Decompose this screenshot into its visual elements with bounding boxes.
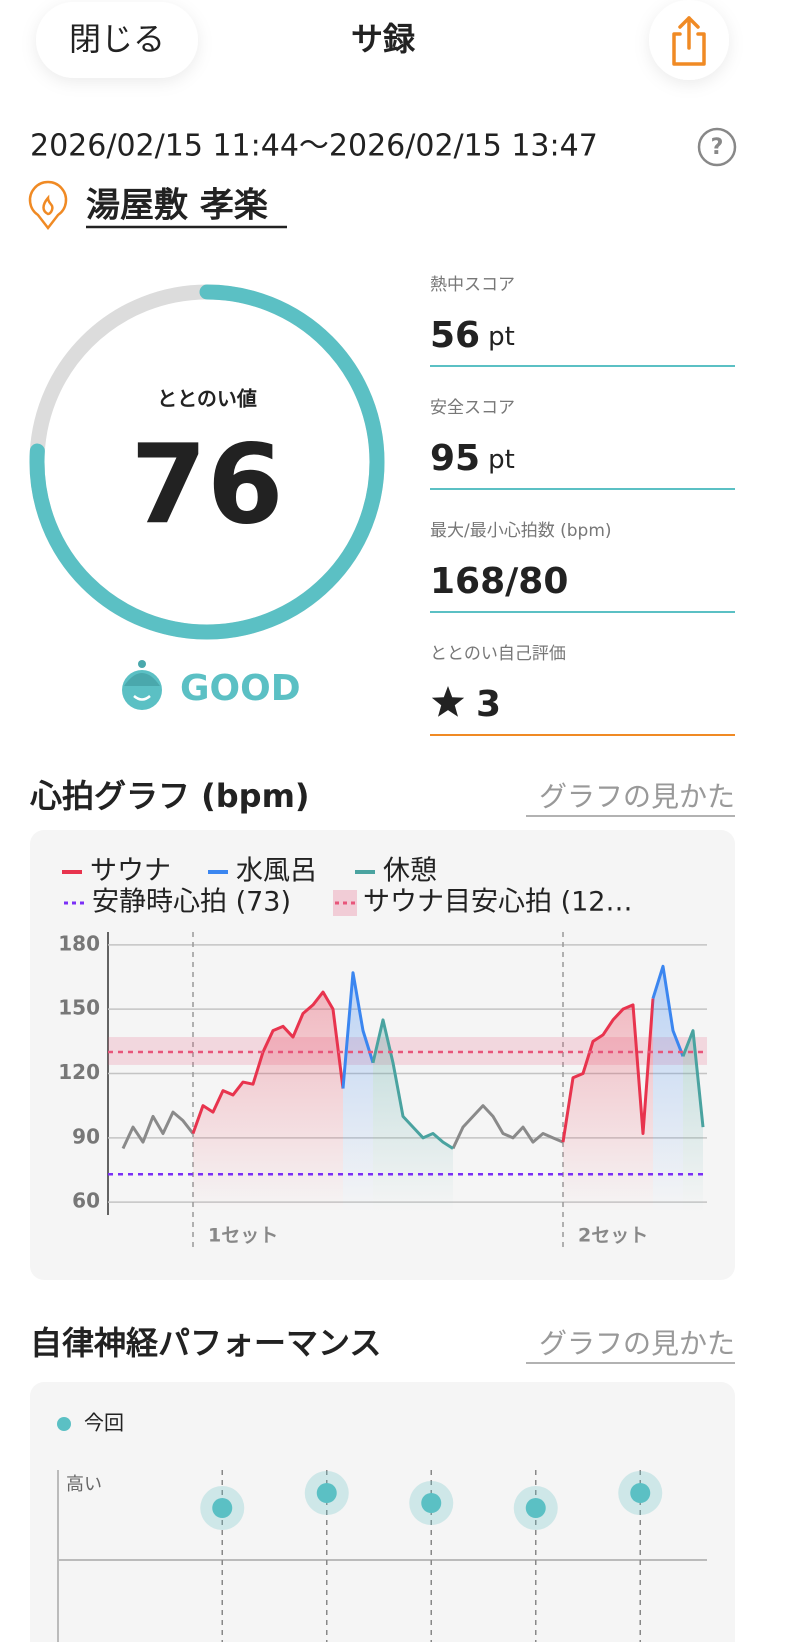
page-title: サ録 xyxy=(351,20,416,58)
metric-value: 56 pt xyxy=(430,315,515,356)
metric-unit: pt xyxy=(488,445,515,475)
series-line xyxy=(121,1104,564,1150)
legend-label: サウナ xyxy=(90,856,171,887)
y-tick-label: 180 xyxy=(58,931,100,955)
metric-value: 95 pt xyxy=(430,438,515,479)
point xyxy=(316,1483,337,1503)
share-icon xyxy=(672,16,706,66)
legend-label: 安静時心拍 (73) xyxy=(92,887,291,918)
gauge-arc xyxy=(29,284,385,640)
close-button[interactable] xyxy=(36,2,198,78)
series-line xyxy=(341,964,685,1089)
help-mark: ? xyxy=(711,135,724,160)
legend-label: 休憩 xyxy=(383,856,437,887)
legend-dot xyxy=(57,1417,71,1431)
metric-number: 56 xyxy=(430,315,480,356)
series-area xyxy=(193,992,653,1212)
facility-name[interactable]: 湯屋敷 孝楽 xyxy=(86,186,268,226)
section-link[interactable]: グラフの見かた xyxy=(539,780,735,813)
metric-unit: pt xyxy=(488,322,515,352)
series-area xyxy=(373,1019,703,1212)
y-tick-label: 120 xyxy=(58,1060,100,1084)
section-title: 心拍グラフ (bpm) xyxy=(30,777,310,815)
set-label: 2セット xyxy=(578,1225,648,1247)
series-line xyxy=(191,990,655,1143)
y-tick-label: 90 xyxy=(72,1124,100,1148)
section-title: 自律神経パフォーマンス xyxy=(30,1324,381,1362)
set-label: 1セット xyxy=(208,1225,278,1247)
gauge-rating: GOOD xyxy=(180,668,301,709)
y-tick-label: 60 xyxy=(72,1189,100,1213)
help-button[interactable] xyxy=(697,127,737,167)
star-icon xyxy=(431,686,465,717)
legend-label: 今回 xyxy=(84,1411,124,1435)
legend-label: 水風呂 xyxy=(236,856,317,887)
metric-number: 95 xyxy=(430,438,480,479)
gauge-value: 76 xyxy=(130,420,283,548)
section-link[interactable]: グラフの見かた xyxy=(539,1327,735,1360)
metric-label: 安全スコア xyxy=(430,398,515,418)
close-label[interactable]: 閉じる xyxy=(69,20,165,58)
gauge-label: ととのい値 xyxy=(157,387,257,411)
facility-icon xyxy=(28,180,68,231)
session-period: 2026/02/15 11:44〜2026/02/15 13:47 xyxy=(30,129,598,164)
series-line xyxy=(371,1018,705,1150)
metric-label: 最大/最小心拍数 (bpm) xyxy=(430,521,612,541)
metric-value: 3 xyxy=(476,684,501,725)
point xyxy=(212,1498,233,1518)
y-axis-label: 高い xyxy=(66,1474,102,1495)
metric-label: 熱中スコア xyxy=(430,275,515,295)
metric-number: 168/80 xyxy=(430,561,568,602)
point xyxy=(630,1483,651,1503)
metric-number: 3 xyxy=(476,684,501,725)
metric-label: ととのい自己評価 xyxy=(430,644,566,664)
autonomic-card xyxy=(30,1382,735,1642)
rating-icon xyxy=(122,660,162,710)
metric-value: 168/80 xyxy=(430,561,568,602)
y-tick-label: 150 xyxy=(58,996,100,1020)
point xyxy=(421,1493,442,1513)
point xyxy=(525,1498,546,1518)
legend-label: サウナ目安心拍 (12… xyxy=(363,887,632,918)
